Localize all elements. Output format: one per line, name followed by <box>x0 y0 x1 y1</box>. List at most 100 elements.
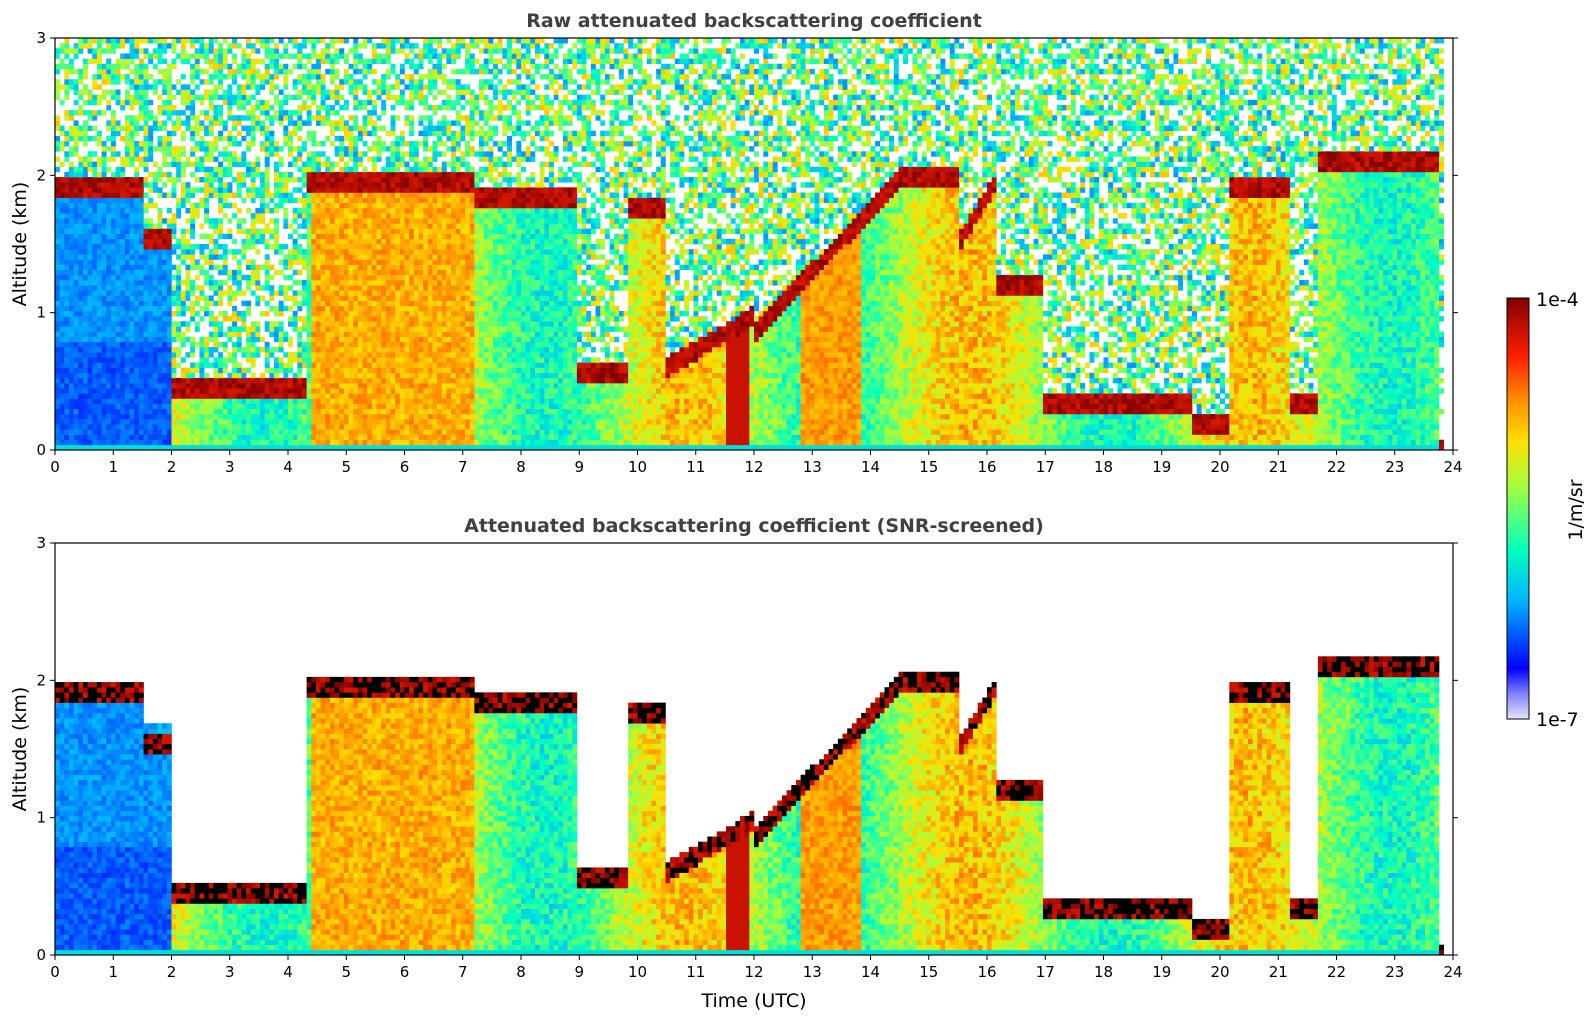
heatmap-cell <box>353 332 358 337</box>
heatmap-cell <box>92 213 97 218</box>
heatmap-cell <box>153 126 158 131</box>
heatmap-cell <box>330 198 335 203</box>
heatmap-cell <box>158 193 163 198</box>
heatmap-cell <box>134 120 139 125</box>
heatmap-cell <box>60 357 65 362</box>
heatmap-cell <box>386 368 391 373</box>
heatmap-cell <box>92 193 97 198</box>
heatmap-cell <box>325 172 330 177</box>
heatmap-cell <box>130 131 135 136</box>
heatmap-cell <box>227 270 232 275</box>
heatmap-cell <box>69 259 74 264</box>
heatmap-cell <box>162 404 167 409</box>
heatmap-cell <box>344 53 349 58</box>
heatmap-cell <box>176 198 181 203</box>
heatmap-cell <box>199 234 204 239</box>
heatmap-cell <box>158 373 163 378</box>
heatmap-cell <box>167 429 172 434</box>
heatmap-cell <box>405 229 410 234</box>
heatmap-cell <box>92 265 97 270</box>
heatmap-cell <box>78 95 83 100</box>
heatmap-cell <box>400 229 405 234</box>
heatmap-cell <box>97 64 102 69</box>
heatmap-cell <box>232 321 237 326</box>
heatmap-cell <box>363 239 368 244</box>
heatmap-cell <box>288 306 293 311</box>
heatmap-cell <box>64 38 69 43</box>
heatmap-cell <box>102 167 107 172</box>
heatmap-cell <box>246 234 251 239</box>
heatmap-cell <box>144 409 149 414</box>
heatmap-cell <box>130 59 135 64</box>
heatmap-cell <box>367 182 372 187</box>
heatmap-cell <box>102 368 107 373</box>
heatmap-cell <box>265 172 270 177</box>
heatmap-cell <box>241 419 246 424</box>
heatmap-cell <box>395 378 400 383</box>
heatmap-cell <box>83 254 88 259</box>
heatmap-cell <box>335 48 340 53</box>
heatmap-cell <box>125 90 130 95</box>
heatmap-cell <box>111 64 116 69</box>
heatmap-cell <box>139 208 144 213</box>
heatmap-cell <box>297 424 302 429</box>
heatmap-cell <box>158 110 163 115</box>
heatmap-cell <box>60 162 65 167</box>
heatmap-cell <box>344 296 349 301</box>
heatmap-cell <box>148 373 153 378</box>
heatmap-cell <box>330 218 335 223</box>
heatmap-cell <box>288 136 293 141</box>
heatmap-cell <box>307 265 312 270</box>
heatmap-cell <box>120 105 125 110</box>
heatmap-cell <box>283 378 288 383</box>
heatmap-cell <box>185 156 190 161</box>
heatmap-cell <box>55 53 60 58</box>
heatmap-cell <box>381 270 386 275</box>
heatmap-cell <box>395 285 400 290</box>
heatmap-cell <box>125 177 130 182</box>
heatmap-cell <box>335 285 340 290</box>
heatmap-cell <box>125 244 130 249</box>
heatmap-cell <box>283 368 288 373</box>
heatmap-cell <box>74 213 79 218</box>
heatmap-cell <box>92 270 97 275</box>
heatmap-cell <box>158 326 163 331</box>
heatmap-cell <box>274 182 279 187</box>
heatmap-cell <box>167 244 172 249</box>
heatmap-cell <box>218 64 223 69</box>
heatmap-cell <box>330 90 335 95</box>
heatmap-cell <box>265 383 270 388</box>
heatmap-cell <box>339 347 344 352</box>
heatmap-cell <box>246 59 251 64</box>
heatmap-cell <box>349 177 354 182</box>
heatmap-cell <box>116 254 121 259</box>
heatmap-cell <box>176 79 181 84</box>
heatmap-cell <box>190 373 195 378</box>
heatmap-cell <box>102 48 107 53</box>
heatmap-cell <box>158 259 163 264</box>
heatmap-cell <box>172 110 177 115</box>
heatmap-cell <box>344 172 349 177</box>
heatmap-cell <box>311 265 316 270</box>
heatmap-cell <box>60 48 65 53</box>
heatmap-cell <box>153 342 158 347</box>
heatmap-cell <box>69 342 74 347</box>
heatmap-cell <box>88 167 93 172</box>
heatmap-cell <box>106 234 111 239</box>
heatmap-cell <box>64 259 69 264</box>
heatmap-cell <box>232 151 237 156</box>
heatmap-cell <box>83 59 88 64</box>
heatmap-cell <box>232 193 237 198</box>
heatmap-cell <box>148 378 153 383</box>
heatmap-cell <box>78 187 83 192</box>
heatmap-cell <box>111 120 116 125</box>
heatmap-cell <box>367 203 372 208</box>
heatmap-cell <box>158 167 163 172</box>
heatmap-cell <box>92 84 97 89</box>
heatmap-cell <box>134 203 139 208</box>
heatmap-cell <box>92 53 97 58</box>
heatmap-cell <box>213 193 218 198</box>
heatmap-cell <box>246 435 251 440</box>
heatmap-cell <box>218 69 223 74</box>
heatmap-cell <box>130 141 135 146</box>
